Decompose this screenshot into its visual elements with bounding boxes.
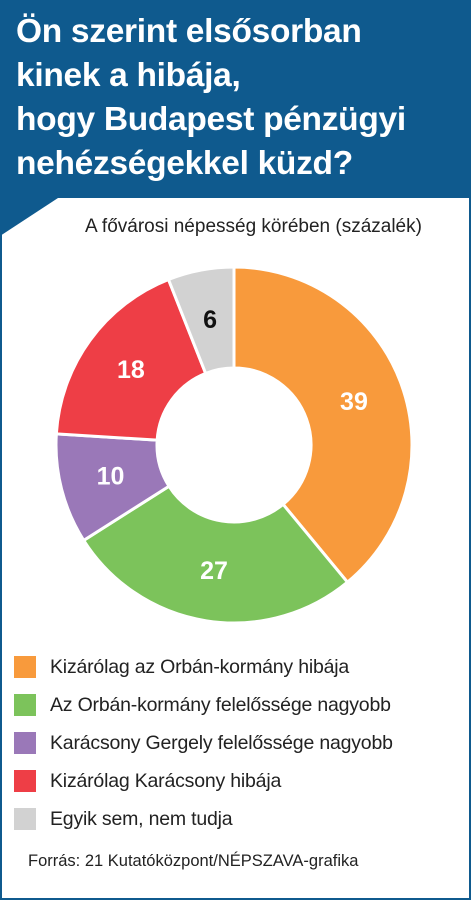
chart-title: Ön szerint elsősorban kinek a hibája, ho… [16,10,461,186]
legend-swatch [14,656,36,678]
chart-subtitle: A fővárosi népesség körében (százalék) [85,216,422,237]
legend-label: Egyik sem, nem tudja [50,807,233,830]
header-pointer [0,198,58,236]
donut-slice-orban-only [232,265,414,585]
title-line-4: nehézségekkel küzd? [16,145,353,182]
legend-item-orban-only: Kizárólag az Orbán-kormány hibája [14,648,464,686]
legend-label: Kizárólag Karácsony hibája [50,769,282,792]
legend-item-karacsony-more: Karácsony Gergely felelőssége nagyobb [14,724,464,762]
legend-label: Az Orbán-kormány felelőssége nagyobb [50,693,391,716]
legend-label: Karácsony Gergely felelőssége nagyobb [50,731,393,754]
donut-label-orban-only: 39 [340,388,368,416]
donut-label-none: 6 [203,306,217,334]
donut-chart: 39 27 10 18 6 [54,265,414,625]
legend-item-karacsony-only: Kizárólag Karácsony hibája [14,762,464,800]
source-credit: Forrás: 21 Kutatóközpont/NÉPSZAVA-grafik… [28,852,359,870]
header-banner: Ön szerint elsősorban kinek a hibája, ho… [0,0,471,198]
donut-label-karacsony-only: 18 [117,356,145,384]
donut-slice-karacsony-only [54,277,208,442]
title-line-2: kinek a hibája, [16,57,241,94]
legend-swatch [14,694,36,716]
legend-item-orban-more: Az Orbán-kormány felelőssége nagyobb [14,686,464,724]
title-line-3: hogy Budapest pénzügyi [16,101,406,138]
legend-label: Kizárólag az Orbán-kormány hibája [50,655,350,678]
legend-swatch [14,808,36,830]
legend-swatch [14,770,36,792]
donut-slice-orban-more [81,484,350,625]
donut-slice-none [166,265,236,376]
legend-item-none: Egyik sem, nem tudja [14,800,464,838]
legend-swatch [14,732,36,754]
donut-label-orban-more: 27 [200,557,228,585]
legend: Kizárólag az Orbán-kormány hibája Az Orb… [14,648,464,838]
donut-label-karacsony-more: 10 [97,463,125,491]
title-line-1: Ön szerint elsősorban [16,13,362,50]
